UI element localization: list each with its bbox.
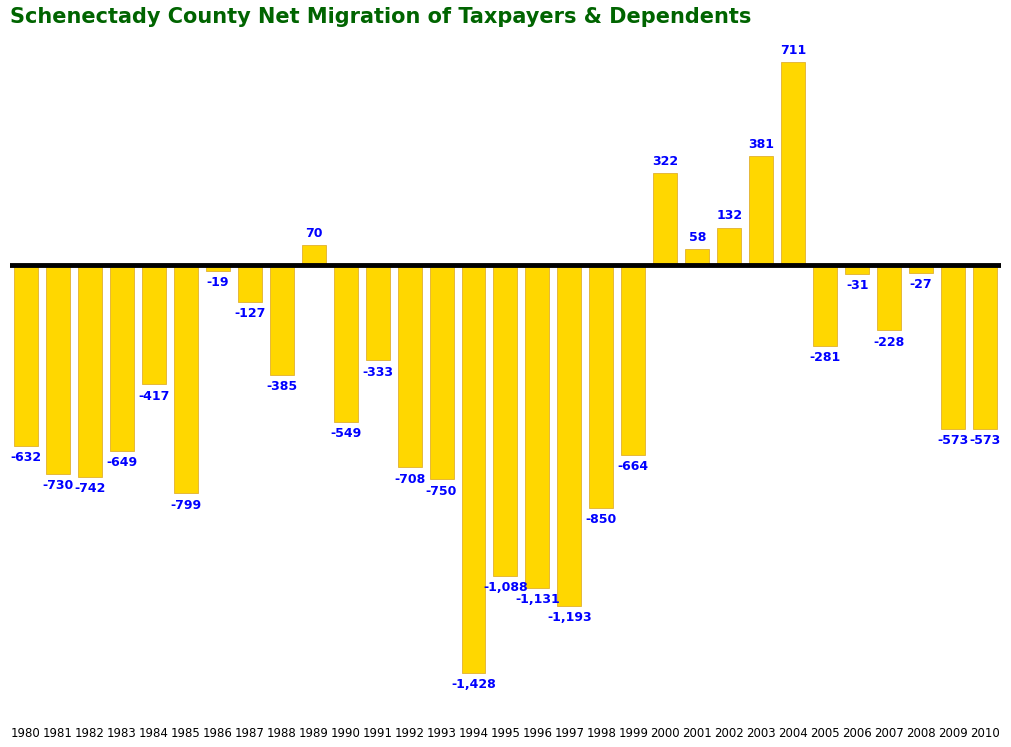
Bar xyxy=(110,265,133,450)
Bar xyxy=(205,265,229,270)
Text: -750: -750 xyxy=(426,485,457,498)
Bar xyxy=(174,265,198,494)
Text: -281: -281 xyxy=(810,350,841,364)
Text: -573: -573 xyxy=(937,434,969,447)
Bar xyxy=(301,245,326,265)
Text: 322: 322 xyxy=(652,155,678,168)
Text: -850: -850 xyxy=(585,513,617,526)
Text: -664: -664 xyxy=(618,460,649,473)
Bar xyxy=(45,265,70,474)
Text: -1,131: -1,131 xyxy=(515,593,560,607)
Text: Schenectady County Net Migration of Taxpayers & Dependents: Schenectady County Net Migration of Taxp… xyxy=(10,7,751,27)
Bar xyxy=(526,265,549,589)
Bar xyxy=(974,265,997,429)
Bar xyxy=(238,265,262,302)
Text: -549: -549 xyxy=(330,427,361,440)
Bar xyxy=(366,265,389,360)
Text: 58: 58 xyxy=(688,231,706,244)
Text: 711: 711 xyxy=(780,44,807,57)
Bar xyxy=(653,173,677,265)
Bar xyxy=(941,265,966,429)
Text: -799: -799 xyxy=(170,498,201,512)
Text: -31: -31 xyxy=(846,279,868,292)
Text: -417: -417 xyxy=(139,389,170,403)
Text: -742: -742 xyxy=(74,483,105,495)
Text: 381: 381 xyxy=(748,138,774,152)
Bar xyxy=(430,265,454,480)
Bar xyxy=(845,265,869,274)
Bar xyxy=(78,265,102,477)
Text: 70: 70 xyxy=(305,227,323,240)
Text: -127: -127 xyxy=(234,307,265,320)
Text: -1,088: -1,088 xyxy=(483,581,528,594)
Bar xyxy=(909,265,933,273)
Bar xyxy=(270,265,293,375)
Text: -333: -333 xyxy=(362,365,393,379)
Text: -228: -228 xyxy=(874,335,905,349)
Text: -632: -632 xyxy=(10,451,41,464)
Bar xyxy=(334,265,358,422)
Text: -1,428: -1,428 xyxy=(451,678,495,691)
Bar xyxy=(493,265,518,576)
Bar xyxy=(397,265,422,468)
Bar xyxy=(14,265,37,446)
Bar xyxy=(685,249,710,265)
Bar xyxy=(717,228,741,265)
Text: -385: -385 xyxy=(266,380,297,394)
Bar xyxy=(878,265,901,330)
Text: -649: -649 xyxy=(106,456,137,469)
Bar xyxy=(782,62,805,265)
Bar xyxy=(813,265,837,346)
Bar xyxy=(461,265,485,673)
Text: -27: -27 xyxy=(910,278,932,291)
Text: -708: -708 xyxy=(394,473,426,486)
Text: -730: -730 xyxy=(42,479,74,492)
Bar xyxy=(557,265,581,606)
Bar xyxy=(142,265,166,385)
Text: -19: -19 xyxy=(206,276,228,289)
Bar xyxy=(589,265,614,508)
Bar xyxy=(622,265,645,455)
Bar xyxy=(749,156,773,265)
Text: -1,193: -1,193 xyxy=(547,611,591,624)
Text: -573: -573 xyxy=(970,434,1001,447)
Text: 132: 132 xyxy=(716,209,742,223)
